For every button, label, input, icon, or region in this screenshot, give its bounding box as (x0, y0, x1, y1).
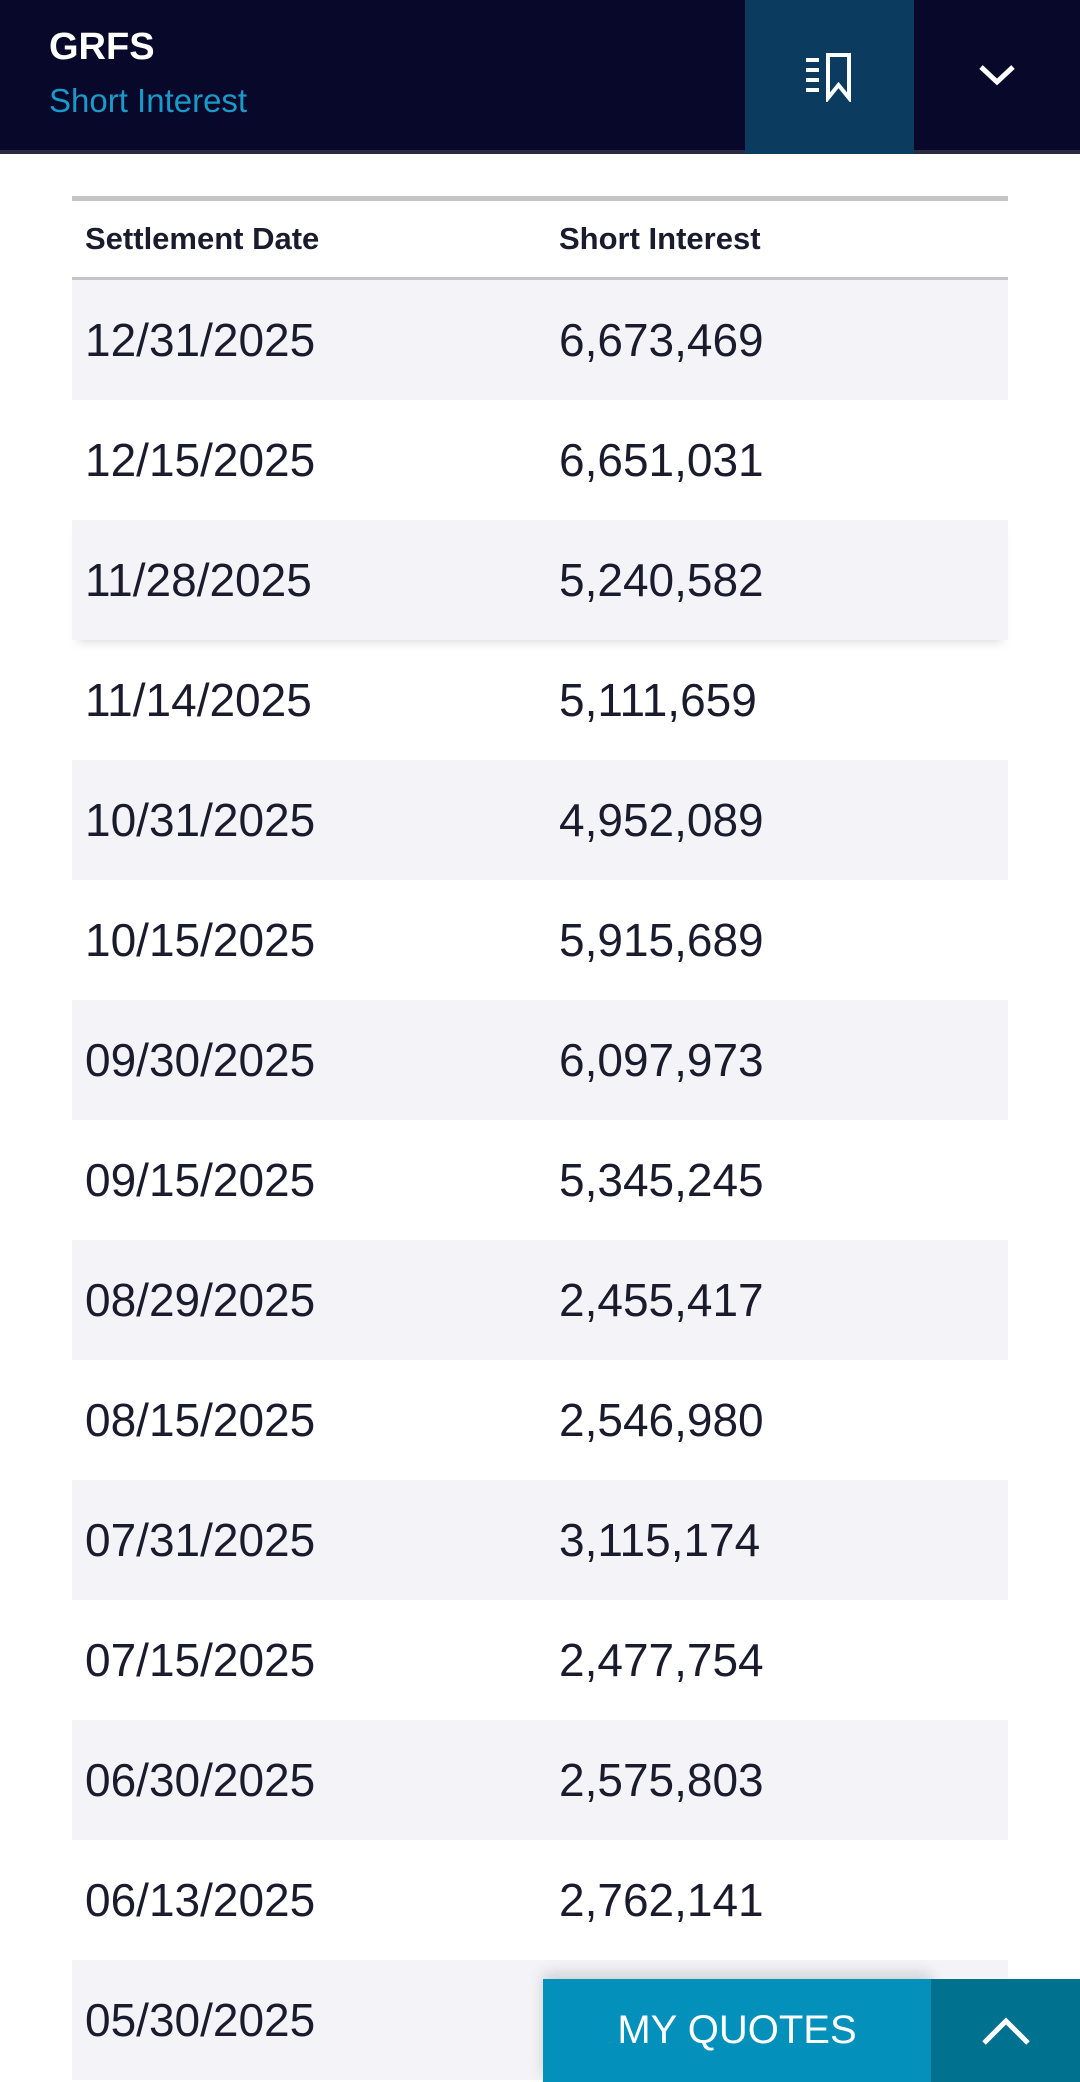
settlement-date-cell: 12/31/2025 (85, 314, 316, 366)
short-interest-cell: 6,097,973 (559, 1034, 764, 1086)
table-row: 06/13/2025 2,762,141 (72, 1840, 1008, 1960)
chevron-up-icon (981, 2016, 1030, 2045)
table-row: 09/15/2025 5,345,245 (72, 1120, 1008, 1240)
table-row: 12/31/2025 6,673,469 (72, 280, 1008, 400)
settlement-date-cell: 06/13/2025 (85, 1874, 316, 1926)
table-row: 08/15/2025 2,546,980 (72, 1360, 1008, 1480)
short-interest-cell: 2,762,141 (559, 1874, 764, 1926)
short-interest-cell: 2,546,980 (559, 1394, 764, 1446)
settlement-date-cell: 11/28/2025 (85, 554, 312, 606)
short-interest-cell: 2,477,754 (559, 1634, 764, 1686)
table-row: 11/28/2025 5,240,582 (72, 520, 1008, 640)
watchlist-button[interactable] (745, 0, 914, 154)
settlement-date-cell: 12/15/2025 (85, 434, 316, 486)
short-interest-cell: 2,455,417 (559, 1274, 764, 1326)
table-body: 12/31/2025 6,673,469 12/15/2025 6,651,031 11… (72, 280, 1008, 2080)
table-row: 09/30/2025 6,097,973 (72, 1000, 1008, 1120)
short-interest-cell: 6,673,469 (559, 314, 764, 366)
chevron-down-icon (979, 65, 1015, 86)
settlement-date-cell: 06/30/2025 (85, 1754, 316, 1806)
settlement-date-cell: 10/15/2025 (85, 914, 316, 966)
settlement-date-cell: 07/15/2025 (85, 1634, 316, 1686)
settlement-date-cell: 07/31/2025 (85, 1514, 316, 1566)
short-interest-cell: 6,651,031 (559, 434, 764, 486)
table-row: 10/31/2025 4,952,089 (72, 760, 1008, 880)
table-header: Settlement Date Short Interest (72, 201, 1008, 280)
short-interest-cell: 5,111,659 (559, 674, 757, 726)
my-quotes-button[interactable]: MY QUOTES (543, 1979, 931, 2082)
short-interest-cell: 2,575,803 (559, 1754, 764, 1806)
settlement-date-cell: 09/15/2025 (85, 1154, 316, 1206)
settlement-date-cell: 09/30/2025 (85, 1034, 316, 1086)
my-quotes-toggle-button[interactable] (931, 1979, 1080, 2082)
short-interest-cell: 3,115,174 (559, 1514, 761, 1566)
bookmark-list-icon (805, 53, 851, 102)
settlement-date-cell: 10/31/2025 (85, 794, 316, 846)
expand-menu-button[interactable] (914, 0, 1080, 150)
page-subtitle: Short Interest (49, 82, 248, 119)
column-header-short-interest: Short Interest (559, 221, 761, 256)
table-row: 12/15/2025 6,651,031 (72, 400, 1008, 520)
table-row: 08/29/2025 2,455,417 (72, 1240, 1008, 1360)
short-interest-cell: 4,952,089 (559, 794, 764, 846)
settlement-date-cell: 05/30/2025 (85, 1994, 316, 2046)
table-row: 07/15/2025 2,477,754 (72, 1600, 1008, 1720)
table-row: 11/14/2025 5,111,659 (72, 640, 1008, 760)
column-header-settlement-date: Settlement Date (85, 221, 320, 256)
settlement-date-cell: 11/14/2025 (85, 674, 312, 726)
table-row: 10/15/2025 5,915,689 (72, 880, 1008, 1000)
short-interest-cell: 5,915,689 (559, 914, 764, 966)
ticker-symbol: GRFS (49, 26, 155, 68)
short-interest-cell: 5,345,245 (559, 1154, 764, 1206)
short-interest-table: Settlement Date Short Interest 12/31/202… (72, 196, 1008, 2080)
settlement-date-cell: 08/15/2025 (85, 1394, 316, 1446)
short-interest-cell: 5,240,582 (559, 554, 764, 606)
table-row: 07/31/2025 3,115,174 (72, 1480, 1008, 1600)
table-row: 06/30/2025 2,575,803 (72, 1720, 1008, 1840)
settlement-date-cell: 08/29/2025 (85, 1274, 316, 1326)
